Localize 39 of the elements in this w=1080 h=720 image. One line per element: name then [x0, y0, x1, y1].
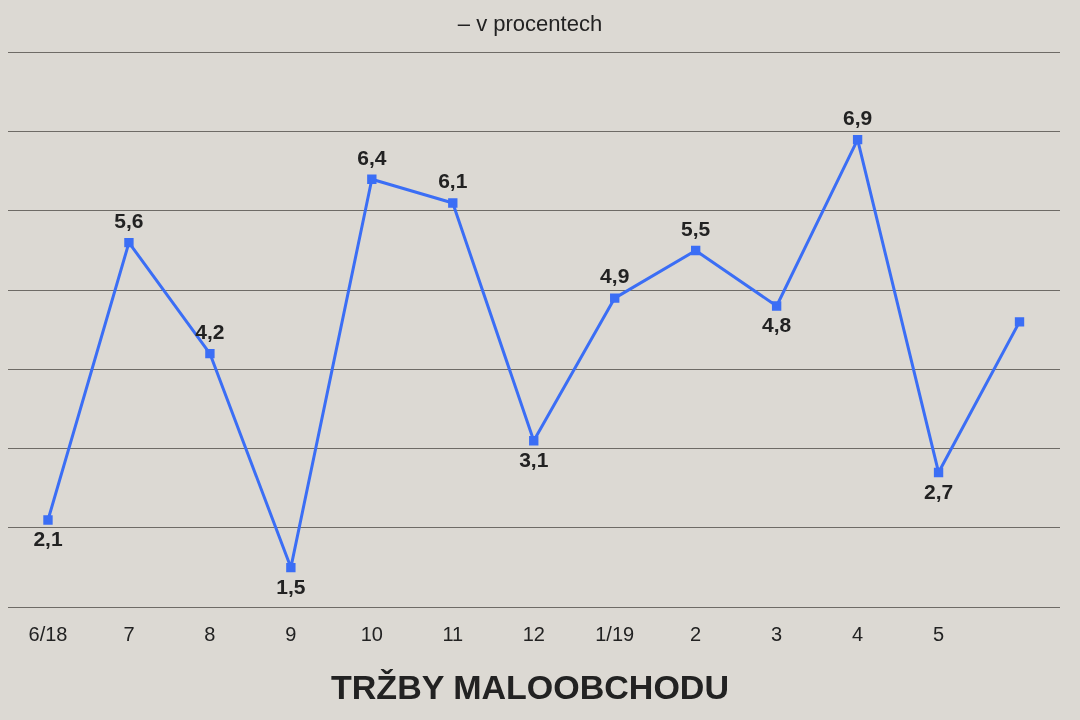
point [933, 467, 944, 478]
data-label: 1,5 [276, 574, 306, 598]
x-tick-label: 5 [933, 622, 945, 645]
x-tick-label: 4 [852, 622, 864, 645]
point [529, 436, 539, 446]
data-label: 5,5 [681, 216, 711, 240]
point [367, 174, 377, 184]
x-tick-label: 11 [442, 622, 464, 645]
x-tick-label: 2 [690, 622, 702, 645]
data-label: 3,1 [519, 448, 549, 472]
x-tick-label: 12 [522, 622, 545, 645]
point [771, 301, 782, 311]
data-label: 5,6 [114, 208, 144, 232]
data-label: 4,2 [195, 319, 225, 343]
x-tick-label: 10 [360, 622, 383, 645]
x-tick-label: 9 [285, 622, 297, 645]
x-tick-label: 7 [123, 622, 135, 645]
point [610, 293, 620, 303]
point [286, 562, 296, 573]
x-tick-label: 8 [204, 622, 216, 645]
data-label: 6,4 [357, 145, 387, 169]
chart-subtitle: – v procentech [457, 11, 603, 37]
point [448, 198, 458, 208]
point [690, 245, 701, 256]
point [852, 134, 863, 145]
data-label: 6,1 [438, 169, 468, 193]
point [124, 237, 134, 248]
x-tick-label: 3 [771, 622, 783, 645]
point [43, 515, 53, 525]
data-label: 4,9 [600, 264, 630, 288]
x-tick-label: 6/18 [28, 622, 68, 645]
text: TRŽBY MALOOBCHODU [331, 667, 729, 706]
point [205, 348, 215, 359]
point [1014, 317, 1025, 327]
x-tick-label: 1/19 [595, 622, 635, 645]
data-label: 6,9 [842, 105, 873, 129]
data-label: 2,7 [923, 479, 954, 503]
data-label: 4,8 [762, 313, 792, 337]
data-label: 2,1 [33, 527, 63, 551]
